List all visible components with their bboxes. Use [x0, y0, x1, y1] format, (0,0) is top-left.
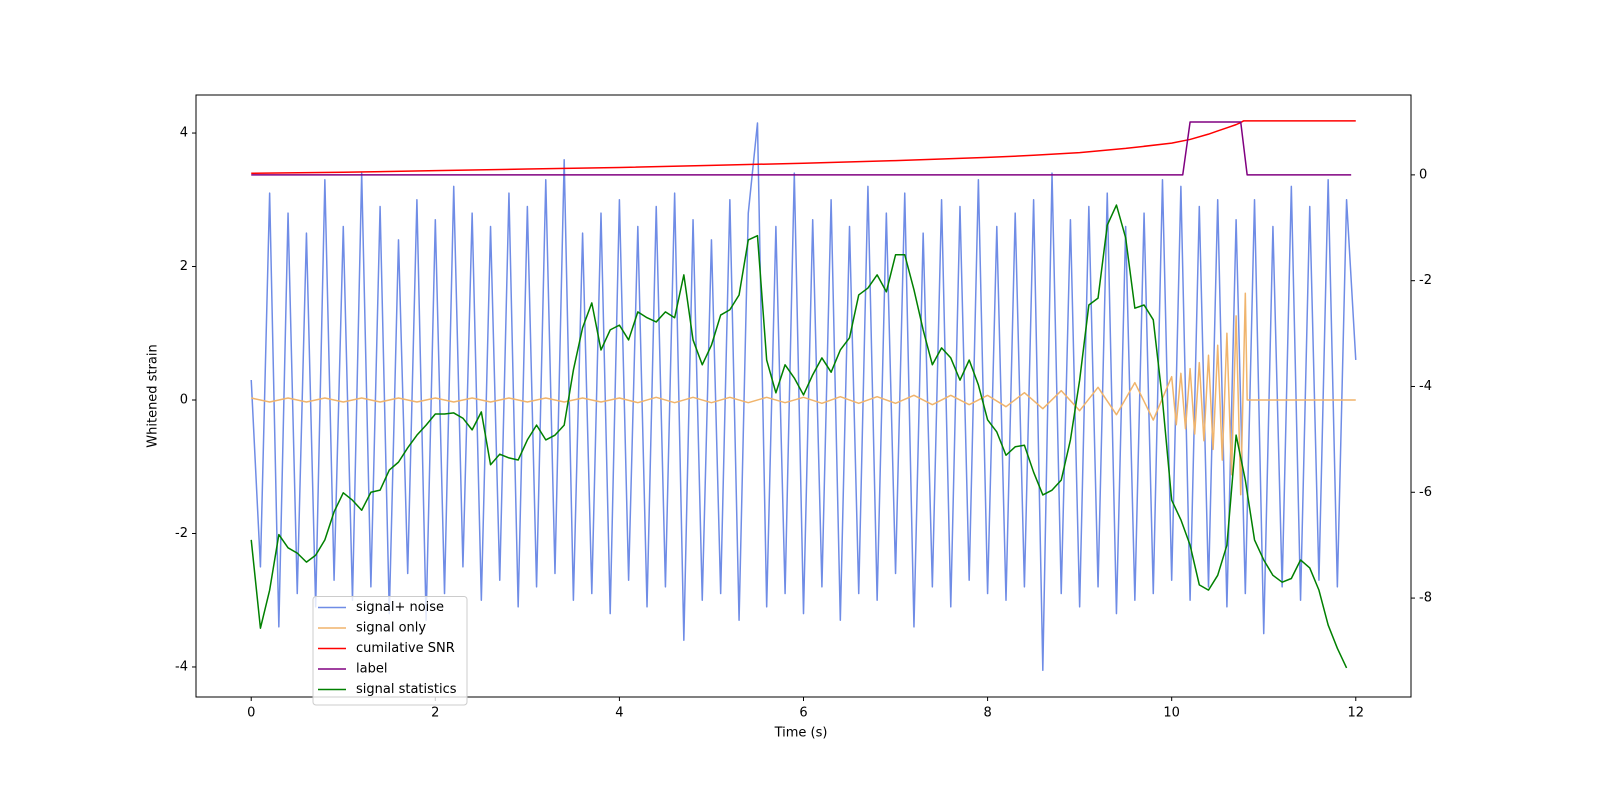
- y-tick-label: -2: [175, 526, 188, 541]
- y2-tick-label: -8: [1419, 591, 1432, 606]
- y-tick-label: 4: [180, 126, 188, 141]
- x-tick-label: 4: [615, 706, 623, 721]
- series-line: [250, 204, 1348, 669]
- y2-tick-label: -2: [1419, 273, 1432, 288]
- legend-label: signal statistics: [356, 682, 457, 697]
- x-tick-label: 10: [1163, 706, 1180, 721]
- x-tick-label: 2: [431, 706, 439, 721]
- legend-label: signal+ noise: [356, 600, 444, 615]
- x-axis-label: Time (s): [774, 726, 828, 741]
- legend-label: label: [356, 662, 387, 677]
- legend-label: cumilative SNR: [356, 641, 455, 656]
- y2-tick-label: -6: [1419, 485, 1432, 500]
- x-tick-label: 8: [983, 706, 991, 721]
- series-line: [250, 122, 1357, 672]
- y2-tick-label: 0: [1419, 167, 1427, 182]
- x-tick-label: 0: [247, 706, 255, 721]
- y-tick-label: -4: [175, 659, 188, 674]
- y2-tick-label: -4: [1419, 379, 1432, 394]
- y-tick-label: 2: [180, 259, 188, 274]
- legend: signal+ noise signal only cumilative SNR la…: [312, 596, 468, 706]
- x-tick-label: 12: [1347, 706, 1364, 721]
- series-line: [251, 120, 1356, 175]
- y-tick-label: 0: [180, 393, 188, 408]
- x-tick-label: 6: [799, 706, 807, 721]
- plot-area: [250, 120, 1357, 672]
- series-line: [251, 121, 1352, 176]
- legend-box: [312, 596, 468, 706]
- y-axis-label: Whitened strain: [146, 344, 161, 447]
- legend-label: signal only: [356, 621, 426, 636]
- series-line: [251, 292, 1356, 496]
